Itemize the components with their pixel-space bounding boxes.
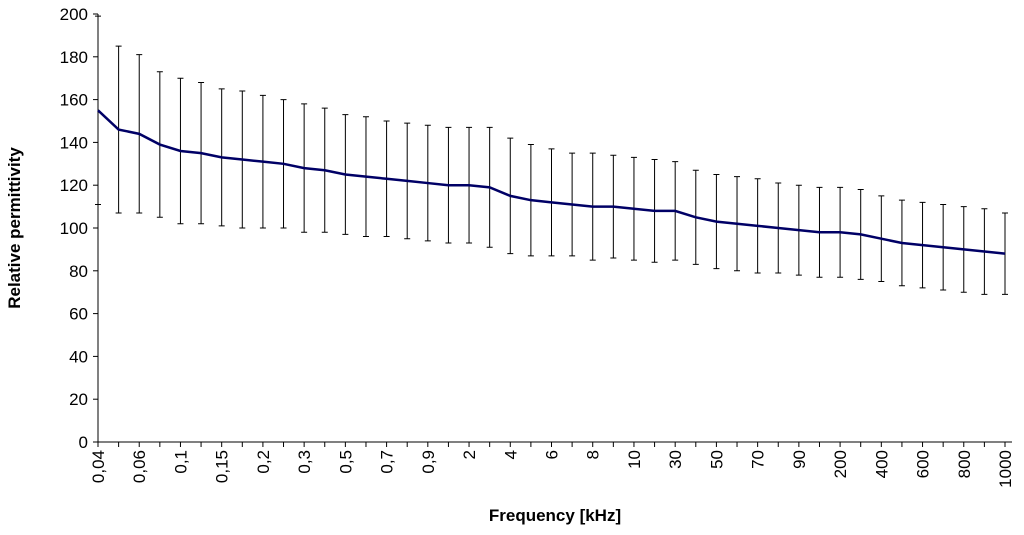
x-tick-label: 70	[749, 450, 768, 469]
x-tick-label: 800	[955, 450, 974, 478]
x-tick-label: 8	[584, 450, 603, 459]
y-tick-label: 20	[69, 390, 88, 409]
x-tick-label: 0,5	[336, 450, 355, 474]
x-tick-label: 50	[707, 450, 726, 469]
x-tick-label: 2	[460, 450, 479, 459]
y-tick-label: 60	[69, 305, 88, 324]
x-tick-label: 4	[501, 450, 520, 459]
y-tick-label: 160	[60, 91, 88, 110]
x-tick-label: 0,7	[378, 450, 397, 474]
y-tick-label: 200	[60, 5, 88, 24]
y-tick-label: 0	[79, 433, 88, 452]
x-tick-label: 0,2	[254, 450, 273, 474]
x-tick-label: 30	[666, 450, 685, 469]
x-tick-label: 0,06	[130, 450, 149, 483]
y-tick-label: 140	[60, 133, 88, 152]
x-tick-label: 0,1	[171, 450, 190, 474]
y-axis-title: Relative permittivity	[5, 147, 24, 309]
x-tick-label: 6	[543, 450, 562, 459]
y-tick-label: 180	[60, 48, 88, 67]
y-tick-label: 100	[60, 219, 88, 238]
x-tick-label: 0,9	[419, 450, 438, 474]
x-tick-label: 10	[625, 450, 644, 469]
x-tick-label: 90	[790, 450, 809, 469]
x-axis-title: Frequency [kHz]	[489, 506, 621, 525]
y-tick-label: 40	[69, 347, 88, 366]
line	[97, 109, 1006, 255]
x-tick-label: 1000	[996, 450, 1015, 488]
x-tick-label: 0,15	[213, 450, 232, 483]
x-tick-label: 0,04	[89, 450, 108, 483]
y-tick-label: 120	[60, 176, 88, 195]
y-tick-label: 80	[69, 262, 88, 281]
x-tick-label: 0,3	[295, 450, 314, 474]
x-tick-label: 600	[914, 450, 933, 478]
x-tick-label: 200	[831, 450, 850, 478]
x-tick-label: 400	[872, 450, 891, 478]
